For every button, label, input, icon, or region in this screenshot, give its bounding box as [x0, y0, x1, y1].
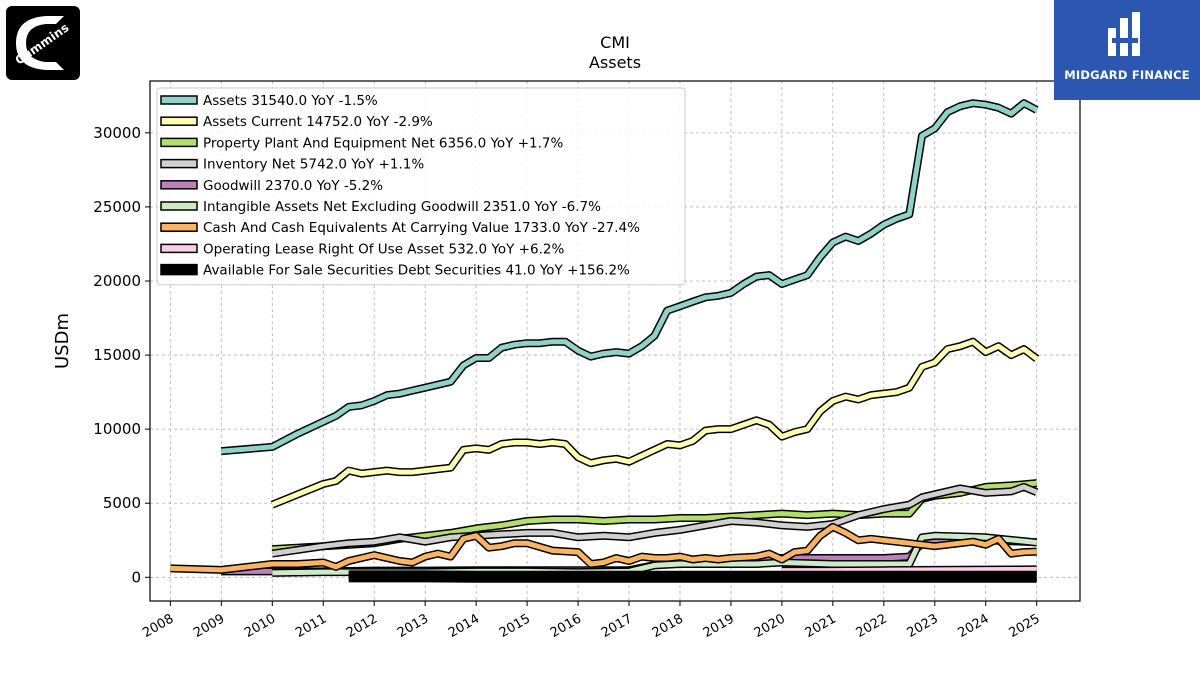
x-tick-label: 2010 [242, 611, 278, 641]
x-tick-label: 2014 [446, 611, 482, 641]
legend-swatch-3 [160, 158, 198, 169]
x-tick-label: 2011 [293, 611, 329, 641]
x-tick-label: 2008 [140, 611, 176, 641]
x-tick-label: 2021 [803, 611, 839, 641]
legend: Assets 31540.0 YoY -1.5% Assets Current 1… [156, 87, 686, 286]
logo-c-shape [16, 16, 64, 70]
x-tick-label: 2009 [191, 611, 227, 641]
series-layer [170, 99, 1040, 583]
y-tick-label: 15000 [93, 346, 141, 364]
x-tick-label: 2016 [548, 611, 584, 641]
legend-label-3: Inventory Net 5742.0 YoY +1.1% [203, 157, 424, 173]
y-tick-label: 20000 [93, 272, 141, 290]
chart-subtitle: Assets [589, 53, 641, 72]
legend-swatch-8 [160, 263, 198, 276]
x-tick-label: 2019 [701, 611, 737, 641]
legend-swatch-0 [160, 95, 198, 105]
legend-box [156, 87, 686, 286]
series-line-1 [271, 339, 1039, 508]
legend-label-2: Property Plant And Equipment Net 6356.0 … [203, 135, 563, 151]
y-tick-label: 30000 [93, 124, 141, 142]
legend-swatch-6 [160, 222, 198, 232]
legend-label-4: Goodwill 2370.0 YoY -5.2% [203, 178, 383, 194]
midgard-emblem-icon [1108, 12, 1140, 56]
x-tick-label: 2020 [752, 611, 788, 641]
plot-frame [149, 80, 1081, 602]
x-tick-label: 2024 [956, 611, 992, 641]
legend-label-8: Available For Sale Securities Debt Secur… [203, 263, 630, 279]
legend-swatch-1 [160, 116, 198, 126]
y-tick-label: 0 [131, 568, 141, 586]
chart-title: CMI [600, 33, 630, 52]
series-line-6 [170, 524, 1037, 573]
x-tick-label: 2023 [905, 611, 941, 641]
x-tick-label: 2025 [1007, 611, 1043, 641]
legend-swatch-5 [160, 201, 198, 211]
legend-label-7: Operating Lease Right Of Use Asset 532.0… [203, 241, 564, 257]
legend-label-0: Assets 31540.0 YoY -1.5% [203, 93, 378, 109]
midgard-finance-logo: MIDGARD FINANCE [1054, 0, 1200, 100]
legend-label-1: Assets Current 14752.0 YoY -2.9% [203, 114, 433, 130]
legend-swatch-4 [160, 180, 198, 190]
x-tick-label: 2022 [854, 611, 890, 641]
legend-label-5: Intangible Assets Net Excluding Goodwill… [203, 199, 601, 215]
x-tick-label: 2017 [599, 611, 635, 641]
legend-swatch-7 [160, 243, 198, 254]
legend-swatch-2 [160, 137, 198, 148]
y-tick-label: 5000 [103, 494, 141, 512]
series-line-3 [271, 484, 1038, 557]
y-axis-label: USDm [52, 313, 73, 369]
series-line-0 [221, 100, 1038, 454]
x-tick-label: 2018 [650, 611, 686, 641]
cummins-logo: Cummins [6, 6, 82, 80]
legend-label-6: Cash And Cash Equivalents At Carrying Va… [203, 220, 640, 236]
publisher-name: MIDGARD FINANCE [1064, 68, 1190, 82]
x-tick-label: 2013 [395, 611, 431, 641]
series-line-7 [781, 566, 1037, 574]
y-tick-label: 10000 [93, 420, 141, 438]
x-tick-label: 2012 [344, 611, 380, 641]
x-tick-label: 2015 [497, 611, 533, 641]
y-tick-label: 25000 [93, 198, 141, 216]
